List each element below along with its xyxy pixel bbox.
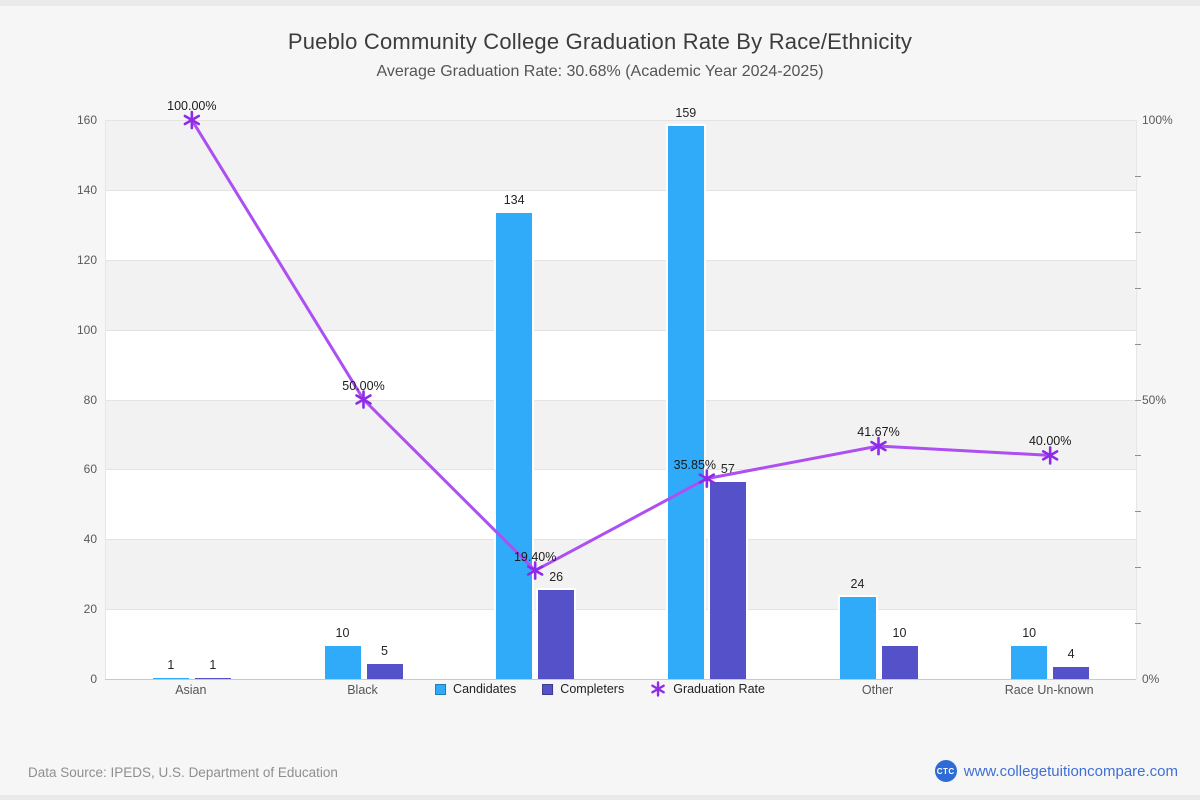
left-axis-tick-80: 80 [83,392,97,407]
category-label-asian: Asian [175,683,207,697]
right-axis-minor-tick [1135,399,1141,401]
legend-label: Candidates [453,682,517,696]
bar-completers-other [879,644,920,679]
category-label-other: Other [861,683,894,697]
bar-value-label: 4 [1067,647,1075,662]
bar-candidates-asian [150,675,191,679]
right-axis-minor-tick [1135,455,1141,457]
bar-value-label: 26 [549,570,564,585]
bar-completers-group-3 [536,588,577,679]
bar-value-label: 57 [720,461,735,476]
bar-candidates-group-4 [665,123,706,679]
bar-value-label: 1 [167,657,175,672]
bar-value-label: 5 [381,643,388,658]
legend-label: Completers [560,682,625,696]
rate-point-label: 19.40% [513,549,557,564]
rate-point-label: 35.85% [673,457,717,472]
gridline [106,120,1136,121]
right-axis-minor-tick [1135,567,1141,569]
bar-completers-race-un-known [1051,665,1092,679]
rate-point-label: 40.00% [1028,434,1072,449]
legend-item-completers: Completers [542,682,624,696]
plot-area: 1 10 134 159 24 10 1 5 26 57 10 4 100.00% 50.00% 19.40… [105,99,1137,679]
gridline [106,399,1136,401]
rate-point-label: 50.00% [342,378,385,393]
window-top-edge [0,0,1200,6]
bar-value-label: 10 [1022,626,1037,641]
plot-band [106,539,1136,610]
candidates-swatch-icon [435,683,447,695]
right-axis-minor-tick [1135,287,1141,289]
bar-value-label: 1 [209,657,217,672]
left-axis-tick-0: 0 [90,672,97,686]
gridline [106,609,1136,611]
left-axis-tick-140: 140 [76,182,97,197]
gridline [106,189,1136,191]
chart-title: Pueblo Community College Graduation Rate… [287,29,913,54]
legend-item-graduation-rate: Graduation Rate [650,681,765,697]
bar-value-label: 159 [675,105,697,120]
data-source-note: Data Source: IPEDS, U.S. Department of E… [28,765,338,780]
right-axis-minor-tick [1135,231,1141,233]
left-axis-tick-100: 100 [76,322,97,337]
x-axis-line [105,679,1136,680]
right-axis-label-0: 0% [1142,672,1160,686]
gridline [106,539,1136,541]
legend-label: Graduation Rate [673,682,765,696]
legend-item-candidates: Candidates [435,682,516,696]
bar-completers-group-4 [707,479,748,679]
bar-value-label: 24 [850,577,865,592]
left-axis-tick-40: 40 [83,532,97,547]
chart-subtitle: Average Graduation Rate: 30.68% (Academi… [376,63,824,80]
window-bottom-edge [0,795,1200,800]
footer-branding[interactable]: CTC www.collegetuitioncompare.com [934,760,1178,782]
bar-candidates-other [837,595,878,679]
bar-completers-asian [192,675,233,679]
gridline [106,469,1136,471]
bar-value-label: 134 [503,192,525,207]
bar-value-label: 10 [892,626,907,641]
bar-candidates-black [322,644,363,679]
asterisk-icon [651,681,666,697]
right-axis-minor-tick [1135,175,1141,177]
plot-band [106,399,1136,470]
website-link[interactable]: www.collegetuitioncompare.com [963,762,1178,780]
ctc-logo-icon: CTC [934,760,957,782]
bar-candidates-race-un-known [1009,644,1050,679]
left-axis-tick-60: 60 [83,462,97,477]
category-label-black: Black [347,683,378,697]
left-axis-tick-20: 20 [83,602,97,617]
right-axis-minor-tick [1135,343,1141,345]
category-label-race-un-known: Race Un-known [1004,683,1094,697]
plot-band [106,259,1136,330]
right-axis-label-100: 100% [1142,113,1173,127]
plot-band [106,120,1136,190]
right-axis-minor-tick [1135,511,1141,513]
rate-point-label: 41.67% [857,425,900,440]
right-axis-label-50: 50% [1142,392,1167,407]
bar-completers-black [364,661,405,679]
right-axis-minor-tick [1135,623,1141,625]
left-axis-tick-120: 120 [76,252,97,267]
legend: Candidates Completers Graduation Rate [435,681,765,697]
bar-candidates-group-3 [494,210,535,679]
left-axis-tick-160: 160 [76,113,97,127]
gridline [106,329,1136,331]
bar-value-label: 10 [335,626,350,641]
completers-swatch-icon [542,683,554,695]
gridline [106,259,1136,261]
rate-point-label: 100.00% [167,99,217,113]
